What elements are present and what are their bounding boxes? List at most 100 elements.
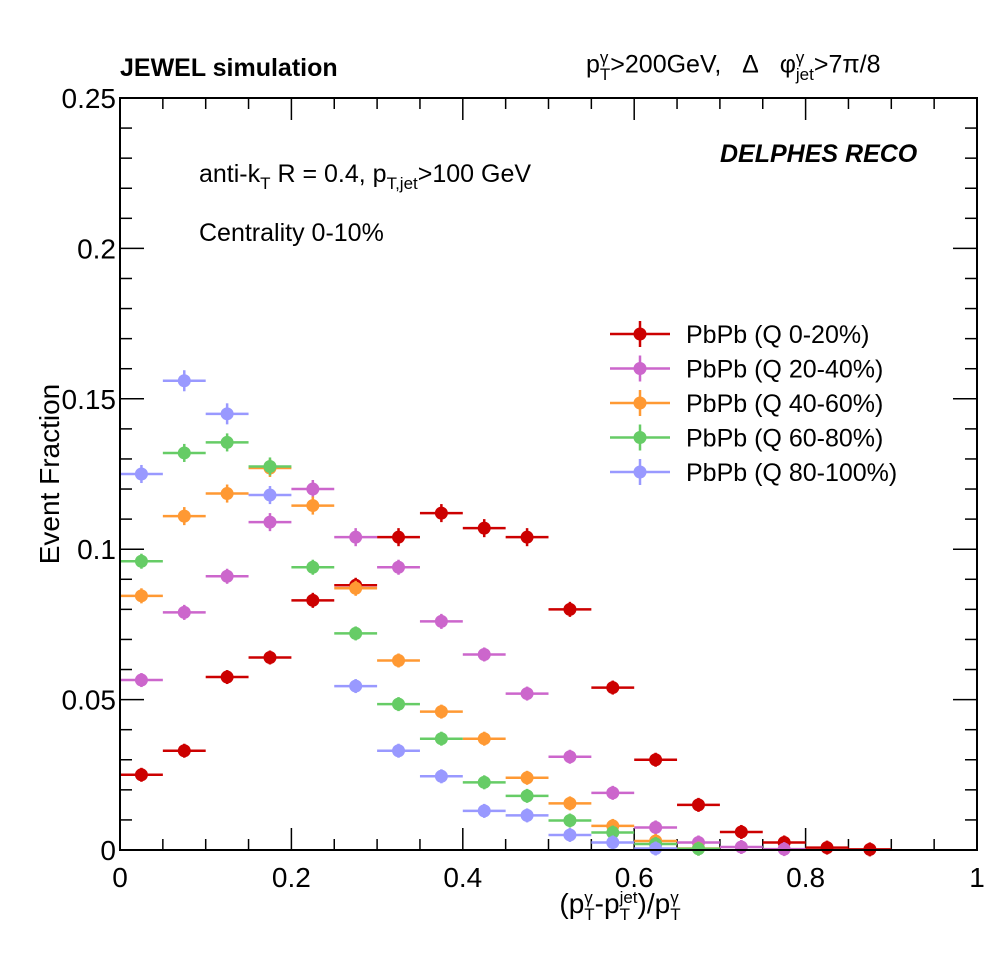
data-point xyxy=(177,509,191,523)
data-point xyxy=(606,835,620,849)
data-point xyxy=(177,374,191,388)
data-point xyxy=(734,840,748,854)
jet-pt-cut: >100 GeV xyxy=(417,160,532,188)
cut-phi-sub: jet xyxy=(795,65,814,84)
data-point xyxy=(649,841,663,855)
legend-marker xyxy=(633,431,647,444)
data-point xyxy=(349,581,363,595)
data-point xyxy=(477,775,491,789)
data-point xyxy=(220,435,234,449)
data-point xyxy=(306,499,320,513)
xlabel-sub-1: T xyxy=(584,904,595,924)
legend-label: PbPb (Q 60-80%) xyxy=(686,425,883,453)
data-point xyxy=(734,825,748,839)
header-cuts: p γ T >200GeV, Δ φ γ jet >7π/8 xyxy=(586,49,880,83)
data-point xyxy=(177,446,191,460)
data-point xyxy=(563,828,577,842)
data-point xyxy=(520,771,534,785)
data-point xyxy=(606,826,620,840)
legend-label: PbPb (Q 40-60%) xyxy=(686,390,883,418)
x-tick-label: 0 xyxy=(112,862,128,893)
data-point xyxy=(434,506,448,520)
data-point xyxy=(434,769,448,783)
data-point xyxy=(477,647,491,661)
legend-marker xyxy=(633,396,647,410)
y-axis-label: Event Fraction xyxy=(34,383,65,565)
data-point xyxy=(691,842,705,856)
centrality-label: Centrality 0-10% xyxy=(199,219,384,247)
data-point xyxy=(177,605,191,619)
xlabel-part-open: (p xyxy=(559,888,585,919)
legend-label: PbPb (Q 0-20%) xyxy=(686,321,869,349)
cut-phi-symbol: φ xyxy=(779,50,796,79)
data-point xyxy=(392,530,406,544)
cut-pt-sup: γ xyxy=(599,48,609,67)
data-point xyxy=(220,487,234,501)
data-point xyxy=(434,705,448,719)
data-point xyxy=(177,744,191,758)
series-1 xyxy=(120,480,806,857)
header-title: JEWEL simulation xyxy=(120,54,338,82)
y-tick-label: 0.15 xyxy=(62,384,117,415)
cut-phi-sup: γ xyxy=(795,48,805,67)
data-point xyxy=(434,732,448,746)
cut-pt-symbol: p xyxy=(586,50,600,79)
data-point xyxy=(477,732,491,746)
data-point xyxy=(392,697,406,711)
data-point xyxy=(477,521,491,535)
y-tick-label: 0.25 xyxy=(62,83,117,114)
data-point xyxy=(606,681,620,695)
data-point xyxy=(220,569,234,583)
cut-pt-sub: T xyxy=(599,65,611,84)
x-tick-label: 0.6 xyxy=(615,862,654,893)
x-tick-label: 0.2 xyxy=(272,862,311,893)
data-point xyxy=(263,650,277,664)
jet-algo-sub: T xyxy=(260,174,271,193)
legend-marker xyxy=(633,362,647,375)
cut-phi-value: >7π/8 xyxy=(813,50,881,79)
data-point xyxy=(349,679,363,693)
data-point xyxy=(691,798,705,812)
xlabel-part-dash: -p xyxy=(594,888,620,919)
cut-delta-symbol: Δ xyxy=(742,50,759,79)
data-point xyxy=(820,841,834,855)
y-tick-label: 0.2 xyxy=(77,233,116,264)
cut-pt-value: >200GeV, xyxy=(610,50,722,79)
xlabel-sup-2: jet xyxy=(619,887,638,907)
x-tick-label: 1 xyxy=(969,862,985,893)
legend-label: PbPb (Q 80-100%) xyxy=(686,459,897,487)
data-point xyxy=(263,515,277,529)
series-3 xyxy=(120,433,720,856)
axis-ticks xyxy=(119,97,978,851)
data-point xyxy=(220,670,234,684)
data-point xyxy=(134,673,148,687)
data-point xyxy=(306,482,320,496)
data-point xyxy=(649,753,663,767)
x-tick-label: 0.4 xyxy=(443,862,482,893)
xlabel-idx-2: jet T xyxy=(620,889,638,923)
legend-marker xyxy=(633,465,647,479)
data-point xyxy=(563,814,577,828)
series-0 xyxy=(120,504,892,857)
jet-radius: R = 0.4, p xyxy=(270,160,387,188)
data-point xyxy=(263,488,277,502)
cut-phi-indices: γ jet xyxy=(796,49,814,83)
data-point xyxy=(263,459,277,473)
xlabel-sub-2: T xyxy=(619,904,630,924)
data-point xyxy=(349,530,363,544)
delphes-label: DELPHES RECO xyxy=(720,140,918,168)
data-point xyxy=(520,530,534,544)
tick-labels: 0 0.2 0.4 0.6 0.8 1 0 0.05 0.1 0.15 0.2 0.25 xyxy=(62,83,985,893)
series-2 xyxy=(120,458,720,856)
data-point xyxy=(563,602,577,616)
xlabel-sup-1: γ xyxy=(584,887,593,907)
xlabel-part-div: )/p xyxy=(637,888,671,919)
data-point xyxy=(220,407,234,421)
data-point xyxy=(606,786,620,800)
xlabel-sup-3: γ xyxy=(670,887,679,907)
jet-selection-label: anti-kT R = 0.4, pT,jet>100 GeV xyxy=(199,160,532,193)
y-tick-label: 0.1 xyxy=(77,534,116,565)
